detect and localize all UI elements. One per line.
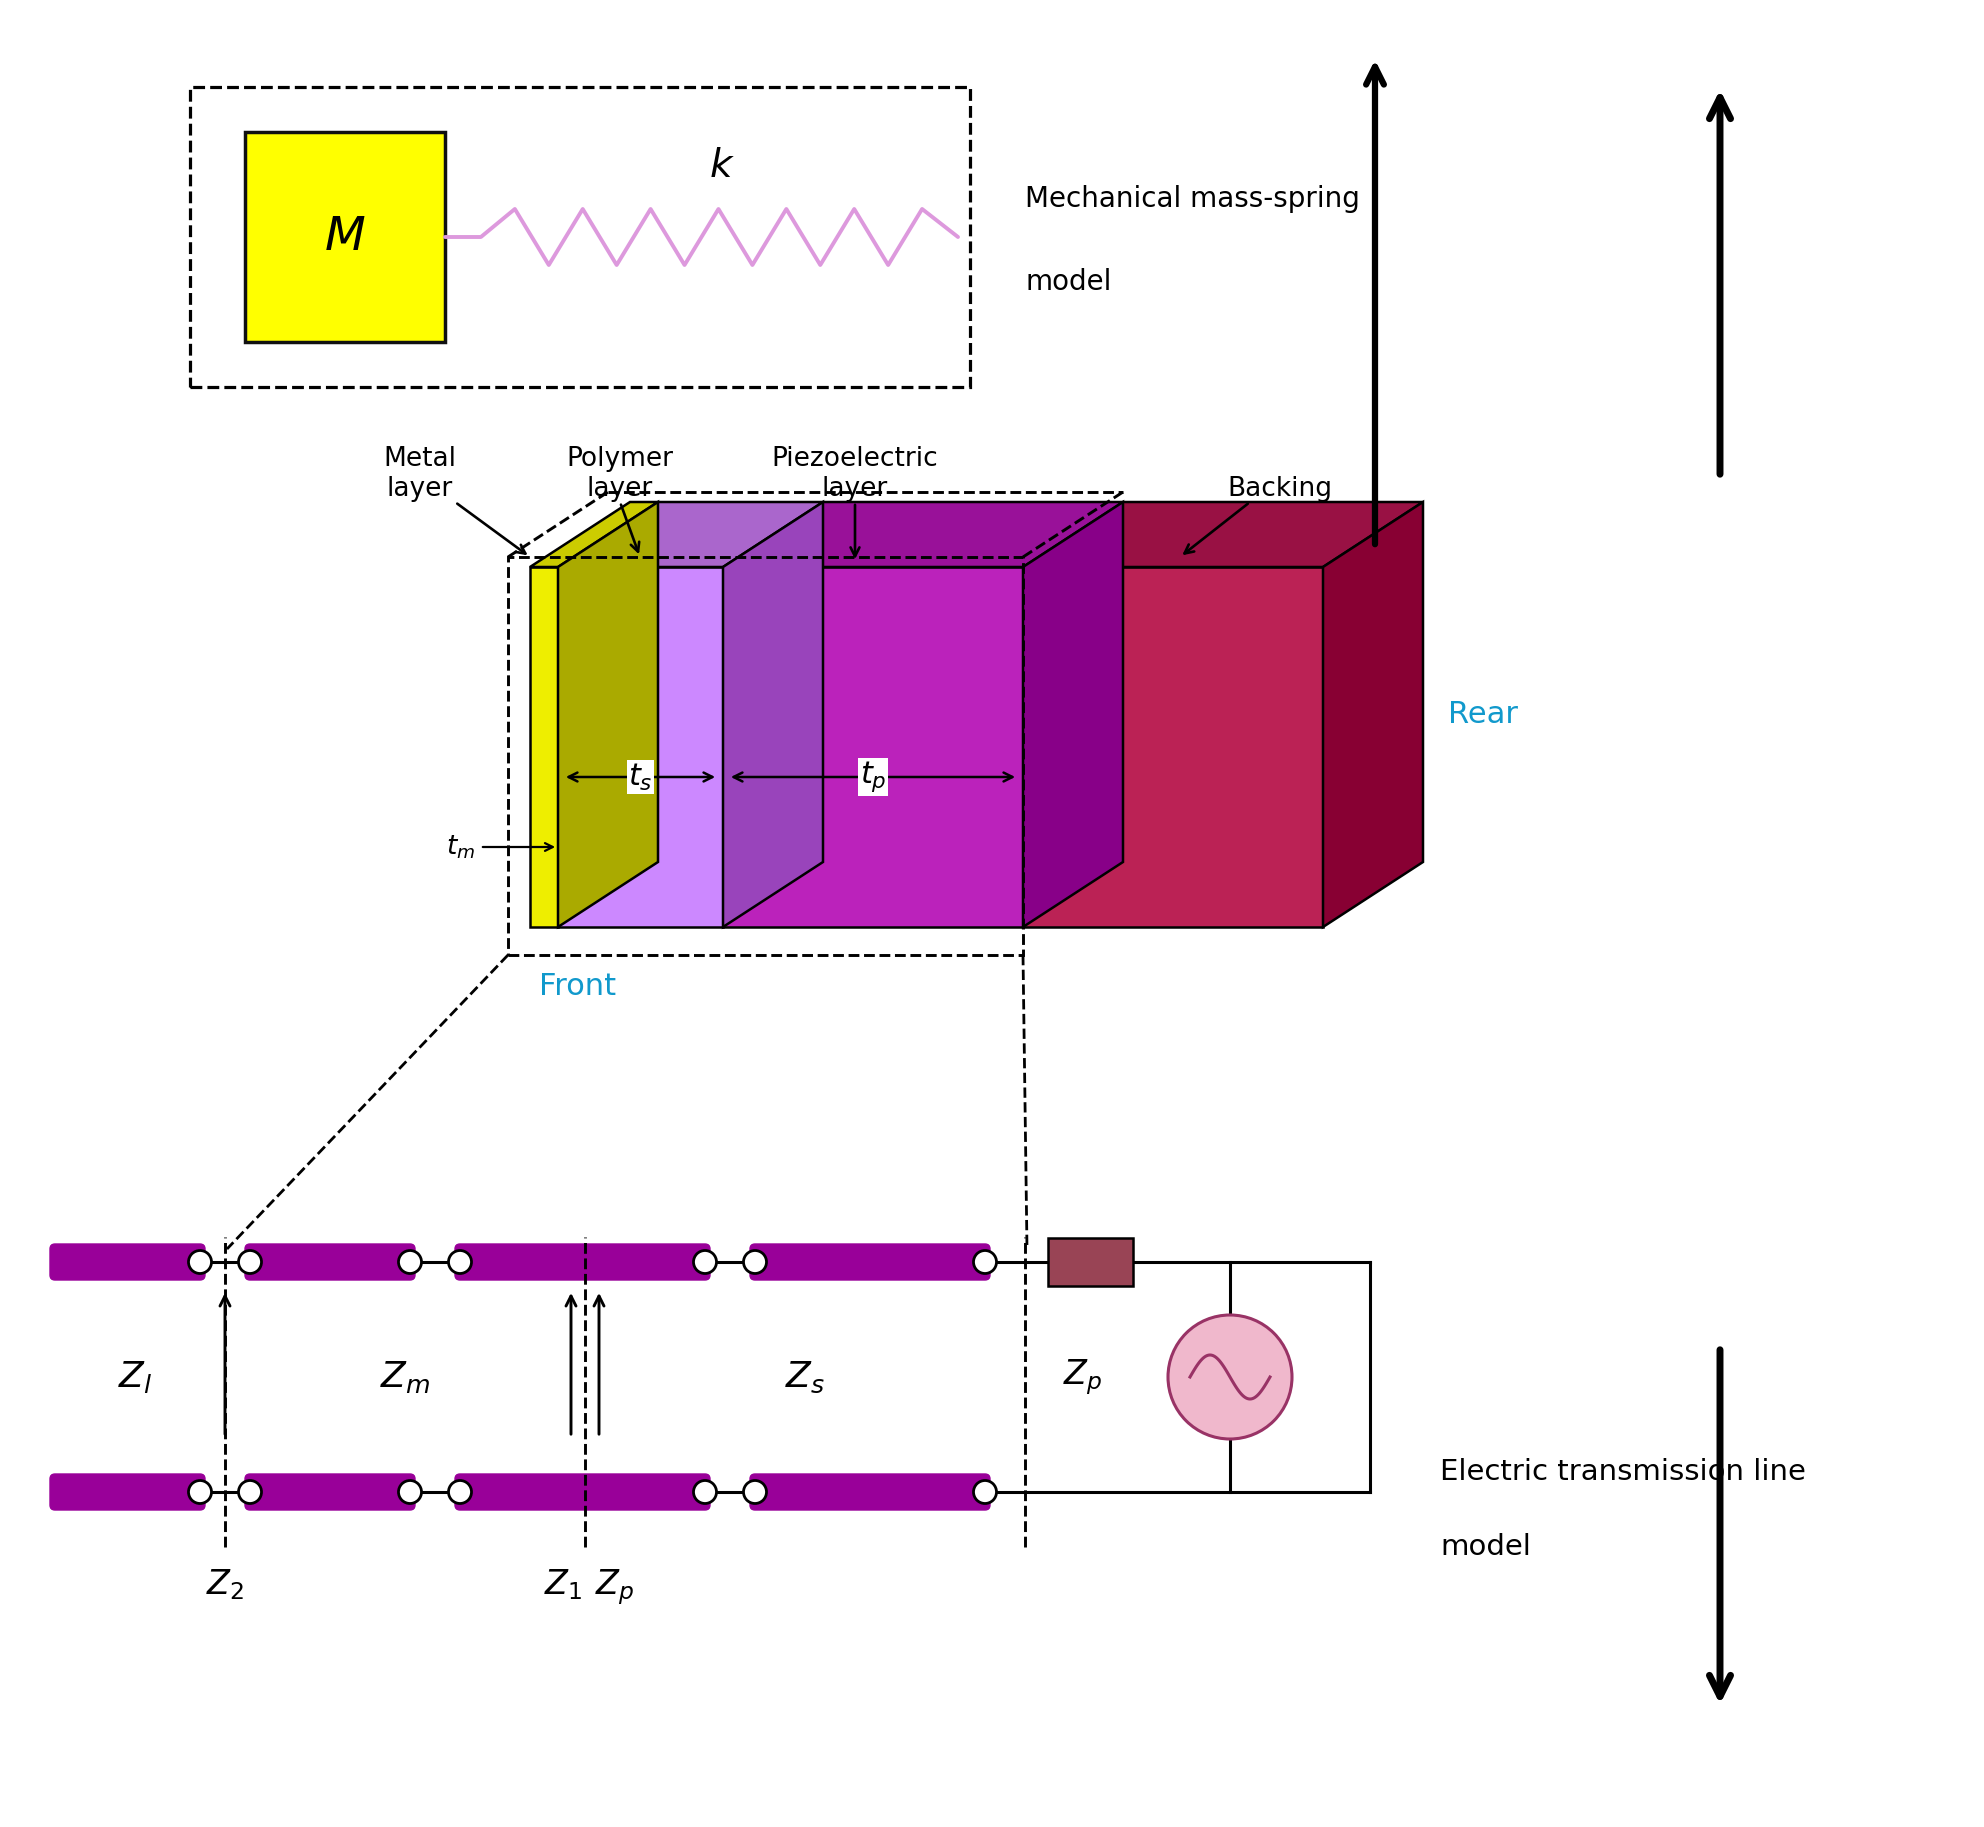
Text: $t_s$: $t_s$ — [629, 762, 653, 793]
FancyBboxPatch shape — [244, 1244, 415, 1281]
FancyBboxPatch shape — [50, 1244, 204, 1281]
FancyBboxPatch shape — [244, 132, 444, 342]
Text: Front: Front — [540, 972, 617, 1001]
Text: $Z_s$: $Z_s$ — [786, 1359, 825, 1394]
Bar — [508, 557, 1024, 956]
Circle shape — [694, 1250, 716, 1273]
Polygon shape — [558, 566, 722, 926]
FancyBboxPatch shape — [50, 1474, 204, 1509]
Text: Electric transmission line: Electric transmission line — [1440, 1458, 1805, 1485]
FancyBboxPatch shape — [750, 1474, 990, 1509]
Polygon shape — [1024, 566, 1323, 926]
Text: $k$: $k$ — [708, 146, 734, 185]
Text: $Z_m$: $Z_m$ — [379, 1359, 431, 1396]
Circle shape — [744, 1250, 766, 1273]
Text: Mechanical mass-spring: Mechanical mass-spring — [1026, 185, 1359, 214]
Bar — [1048, 1239, 1133, 1286]
Text: $Z_1$: $Z_1$ — [544, 1568, 581, 1602]
Circle shape — [974, 1480, 996, 1504]
Circle shape — [448, 1250, 472, 1273]
FancyBboxPatch shape — [750, 1244, 990, 1281]
Polygon shape — [530, 566, 558, 926]
Polygon shape — [1323, 502, 1423, 926]
FancyBboxPatch shape — [244, 1474, 415, 1509]
Text: $Z_p$: $Z_p$ — [595, 1568, 635, 1606]
Circle shape — [1169, 1315, 1292, 1440]
Text: model: model — [1440, 1533, 1532, 1560]
Circle shape — [694, 1480, 716, 1504]
FancyBboxPatch shape — [454, 1474, 710, 1509]
Circle shape — [188, 1480, 212, 1504]
Text: $M$: $M$ — [323, 214, 365, 259]
Text: Rear: Rear — [1448, 700, 1518, 729]
Polygon shape — [558, 502, 659, 926]
Polygon shape — [722, 502, 1123, 566]
Polygon shape — [530, 502, 659, 566]
Text: $t_m$: $t_m$ — [446, 833, 474, 861]
Text: Metal
layer: Metal layer — [383, 446, 456, 502]
Polygon shape — [558, 502, 823, 566]
Text: $Z_2$: $Z_2$ — [206, 1568, 244, 1602]
Bar — [190, 88, 970, 387]
Text: $t_p$: $t_p$ — [859, 760, 887, 795]
Polygon shape — [1024, 502, 1423, 566]
Polygon shape — [1024, 502, 1123, 926]
FancyBboxPatch shape — [454, 1244, 710, 1281]
Polygon shape — [722, 566, 1024, 926]
Circle shape — [974, 1250, 996, 1273]
Circle shape — [399, 1480, 421, 1504]
Text: $Z_p$: $Z_p$ — [1063, 1357, 1103, 1398]
Circle shape — [399, 1250, 421, 1273]
Text: Polymer
layer: Polymer layer — [567, 446, 673, 502]
Circle shape — [744, 1480, 766, 1504]
Text: Piezoelectric
layer: Piezoelectric layer — [772, 446, 938, 502]
Text: $Z_l$: $Z_l$ — [117, 1359, 153, 1396]
Text: Backing: Backing — [1228, 477, 1333, 502]
Circle shape — [238, 1480, 262, 1504]
Polygon shape — [722, 502, 823, 926]
Circle shape — [238, 1250, 262, 1273]
Circle shape — [188, 1250, 212, 1273]
Text: model: model — [1026, 269, 1111, 296]
Circle shape — [448, 1480, 472, 1504]
